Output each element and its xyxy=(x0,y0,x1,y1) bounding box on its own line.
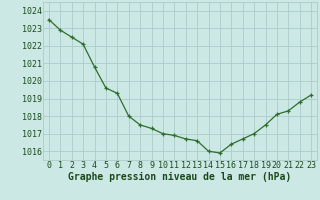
X-axis label: Graphe pression niveau de la mer (hPa): Graphe pression niveau de la mer (hPa) xyxy=(68,172,292,182)
